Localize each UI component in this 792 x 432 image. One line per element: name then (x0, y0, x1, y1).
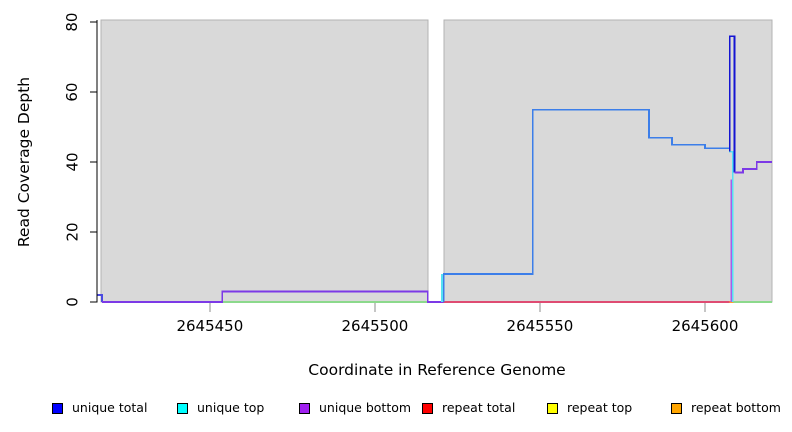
legend-item-unique-bottom: unique bottom (299, 399, 411, 417)
legend-swatch-unique-bottom (299, 402, 310, 414)
legend-label-unique-total: unique total (72, 400, 148, 415)
series-unique-left-edge-step (97, 294, 103, 302)
legend-label-repeat-top: repeat top (567, 400, 633, 415)
y-tick-label: 0 (63, 297, 81, 307)
shaded-region-left (100, 19, 429, 303)
axes-layer: 0 20 40 60 80 2645450 2645500 2645550 2645600 (63, 13, 738, 335)
y-axis-title: Read Coverage Depth (15, 77, 33, 247)
y-tick-label: 20 (63, 222, 81, 241)
x-tick-label: 2645600 (672, 317, 739, 335)
y-tick-label: 60 (63, 83, 81, 102)
shaded-region-right (443, 19, 773, 303)
legend-item-repeat-top: repeat top (547, 399, 632, 417)
y-tick-label: 40 (63, 152, 81, 171)
series-unique-bottom-left (102, 290, 444, 303)
legend-label-repeat-bottom: repeat bottom (691, 400, 781, 415)
x-axis-title: Coordinate in Reference Genome (308, 361, 565, 379)
legend-item-unique-top: unique top (177, 399, 264, 417)
y-tick-label: 80 (63, 13, 81, 32)
coverage-chart: 0 20 40 60 80 2645450 2645500 2645550 2645600 Co… (15, 13, 773, 379)
legend-swatch-repeat-bottom (671, 402, 682, 414)
x-tick-label: 2645500 (342, 317, 409, 335)
legend-swatch-repeat-top (547, 402, 558, 414)
legend-swatch-repeat-total (422, 402, 433, 414)
x-tick-label: 2645450 (176, 317, 243, 335)
legend-item-repeat-total: repeat total (422, 399, 515, 417)
x-tick-label: 2645550 (507, 317, 574, 335)
legend-label-unique-bottom: unique bottom (319, 400, 412, 415)
chart-legend: unique total unique top unique bottom repea… (0, 399, 792, 421)
legend-label-unique-top: unique top (197, 400, 265, 415)
legend-label-repeat-total: repeat total (442, 400, 516, 415)
series-layer (97, 35, 772, 303)
legend-swatch-unique-total (52, 402, 63, 414)
series-unique-total-spike (728, 35, 736, 173)
series-unique-bottom-right (734, 161, 772, 174)
series-unique-total-main (442, 108, 730, 302)
shaded-regions-layer (100, 19, 773, 303)
legend-item-unique-total: unique total (52, 399, 147, 417)
legend-swatch-unique-top (177, 402, 188, 414)
legend-item-repeat-bottom: repeat bottom (671, 399, 781, 417)
